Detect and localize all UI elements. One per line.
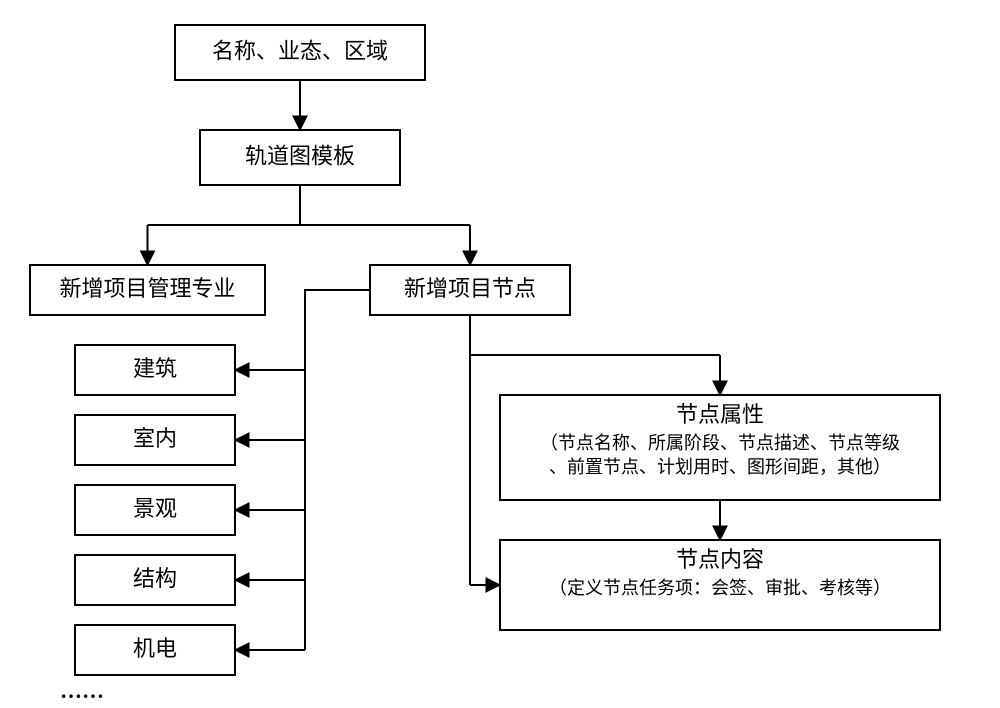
- node-content-title: 节点内容: [676, 547, 764, 572]
- node-attr-sub2: 、前置节点、计划用时、图形间距，其他）: [549, 457, 891, 477]
- node-left_head: 新增项目管理专业: [30, 265, 265, 315]
- node-template-label: 轨道图模板: [245, 144, 355, 169]
- node-top-label: 名称、业态、区域: [212, 39, 388, 64]
- node-d2: 室内: [75, 415, 235, 465]
- node-d3: 景观: [75, 485, 235, 535]
- node-top: 名称、业态、区域: [175, 25, 425, 80]
- ellipsis: ……: [60, 678, 104, 703]
- node-right_head: 新增项目节点: [370, 265, 570, 315]
- node-d1: 建筑: [75, 345, 235, 395]
- node-d1-label: 建筑: [133, 356, 177, 381]
- node-content: 节点内容 （定义节点任务项：会签、审批、考核等）: [500, 540, 940, 630]
- node-d4: 结构: [75, 555, 235, 605]
- edge-spine-left: [305, 290, 370, 650]
- node-template: 轨道图模板: [200, 130, 400, 185]
- node-right_head-label: 新增项目节点: [404, 276, 536, 301]
- node-d4-label: 结构: [133, 566, 177, 591]
- node-left_head-label: 新增项目管理专业: [59, 276, 235, 301]
- node-d3-label: 景观: [133, 496, 177, 521]
- node-d2-label: 室内: [133, 426, 177, 451]
- node-attr-title: 节点属性: [676, 402, 764, 427]
- node-attr-sub1: （节点名称、所属阶段、节点描述、节点等级: [540, 433, 900, 453]
- node-attr: 节点属性 （节点名称、所属阶段、节点描述、节点等级、前置节点、计划用时、图形间距，…: [500, 395, 940, 500]
- node-d5: 机电: [75, 625, 235, 675]
- node-content-sub1: （定义节点任务项：会签、审批、考核等）: [549, 578, 891, 598]
- node-d5-label: 机电: [133, 636, 177, 661]
